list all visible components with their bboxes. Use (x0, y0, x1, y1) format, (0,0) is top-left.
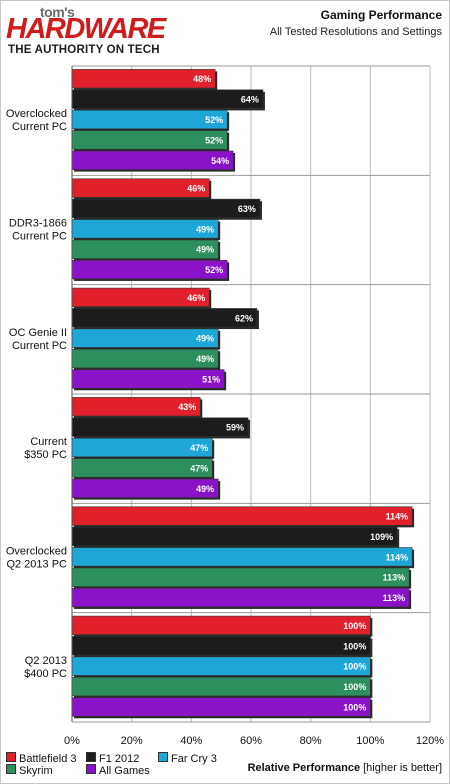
bar (71, 150, 234, 170)
logo-hardware-text: HARDWARE (6, 13, 166, 45)
bar-value-label: 113% (383, 573, 406, 583)
bar (71, 636, 371, 656)
bar-value-label: 46% (187, 184, 205, 194)
bar-value-label: 100% (343, 662, 366, 672)
bar (71, 109, 228, 130)
bar (71, 506, 413, 526)
bar-value-label: 63% (238, 204, 256, 214)
bar-value-label: 52% (205, 265, 223, 275)
bar (71, 526, 398, 547)
bar-value-label: 49% (196, 245, 214, 255)
bar-value-label: 43% (178, 402, 196, 412)
category-label: Q2 2013 PC (6, 559, 67, 571)
legend-item: All Games (86, 764, 150, 778)
bar (71, 308, 258, 328)
bar-value-label: 49% (196, 354, 214, 364)
bar-value-label: 51% (202, 374, 220, 384)
bar (71, 260, 228, 280)
legend-item: Battlefield 3 (6, 752, 76, 766)
bar-value-label: 49% (196, 224, 214, 234)
bar (71, 697, 371, 717)
bar (71, 417, 249, 437)
legend-label: Battlefield 3 (19, 753, 77, 765)
bar-value-label: 47% (190, 463, 208, 473)
x-tick-label: 120% (416, 735, 444, 747)
bar-value-label: 49% (196, 334, 214, 344)
bar-value-label: 100% (343, 682, 366, 692)
bar-value-label: 54% (211, 156, 229, 166)
bar-value-label: 46% (187, 293, 205, 303)
x-axis-label-main: Relative Performance (247, 762, 361, 774)
bar-value-label: 59% (226, 423, 244, 433)
bar-value-label: 100% (343, 621, 366, 631)
bar (71, 567, 410, 587)
chart-legend: Battlefield 3 F1 2012 Far Cry 3 Skyrim All G… (6, 752, 266, 782)
legend-label: Far Cry 3 (171, 753, 217, 765)
bar (71, 656, 371, 676)
bar (71, 588, 410, 608)
bar-value-label: 64% (241, 95, 259, 105)
x-axis-label: Relative Performance [higher is better] (248, 762, 442, 774)
legend-item: F1 2012 (86, 752, 139, 766)
legend-item: Far Cry 3 (158, 752, 217, 766)
chart-title: Gaming Performance (320, 8, 442, 22)
bar-value-label: 109% (370, 532, 393, 542)
category-label: $350 PC (24, 449, 67, 461)
logo-tagline: THE AUTHORITY ON TECH (8, 44, 160, 56)
bar (71, 130, 228, 150)
bar (71, 547, 413, 567)
x-axis-label-note: [higher is better] (363, 762, 442, 774)
category-label: Current PC (12, 340, 67, 352)
bar-value-label: 52% (205, 135, 223, 145)
bar-value-label: 49% (196, 484, 214, 494)
x-tick-label: 60% (240, 735, 262, 747)
bar-value-label: 100% (343, 702, 366, 712)
x-tick-label: 80% (300, 735, 322, 747)
site-logo[interactable]: tom's HARDWARE THE AUTHORITY ON TECH (6, 4, 166, 58)
category-label: Overclocked (6, 546, 67, 558)
category-label: $400 PC (24, 668, 67, 680)
bar-value-label: 47% (190, 443, 208, 453)
bar-value-label: 52% (205, 115, 223, 125)
category-label: DDR3-1866 (9, 218, 67, 230)
legend-label: Skyrim (19, 765, 53, 777)
bar-value-label: 100% (343, 641, 366, 651)
category-label: Current PC (12, 231, 67, 243)
bar-value-label: 62% (235, 313, 253, 323)
legend-swatch (86, 764, 96, 774)
bar-value-label: 114% (386, 512, 409, 522)
bar-value-label: 114% (386, 552, 409, 562)
category-label: Current PC (12, 121, 67, 133)
legend-label: All Games (99, 765, 150, 777)
x-tick-label: 0% (64, 735, 80, 747)
bar (71, 89, 264, 109)
bar-value-label: 48% (193, 74, 211, 84)
category-label: Overclocked (6, 108, 67, 120)
legend-swatch (6, 752, 16, 762)
legend-swatch (158, 752, 168, 762)
category-label: Q2 2013 (25, 655, 67, 667)
legend-item: Skyrim (6, 764, 53, 778)
x-tick-label: 40% (180, 735, 202, 747)
x-tick-label: 20% (121, 735, 143, 747)
category-label: Current (30, 436, 67, 448)
legend-label: F1 2012 (99, 753, 140, 765)
legend-swatch (86, 752, 96, 762)
bar (71, 676, 371, 697)
bar-value-label: 113% (383, 593, 406, 603)
legend-swatch (6, 764, 16, 774)
category-label: OC Genie II (9, 327, 67, 339)
bar (71, 615, 371, 635)
chart-subtitle: All Tested Resolutions and Settings (269, 26, 442, 38)
x-tick-label: 100% (356, 735, 384, 747)
logo-toms-text: tom's (40, 4, 75, 20)
bar (71, 198, 261, 219)
